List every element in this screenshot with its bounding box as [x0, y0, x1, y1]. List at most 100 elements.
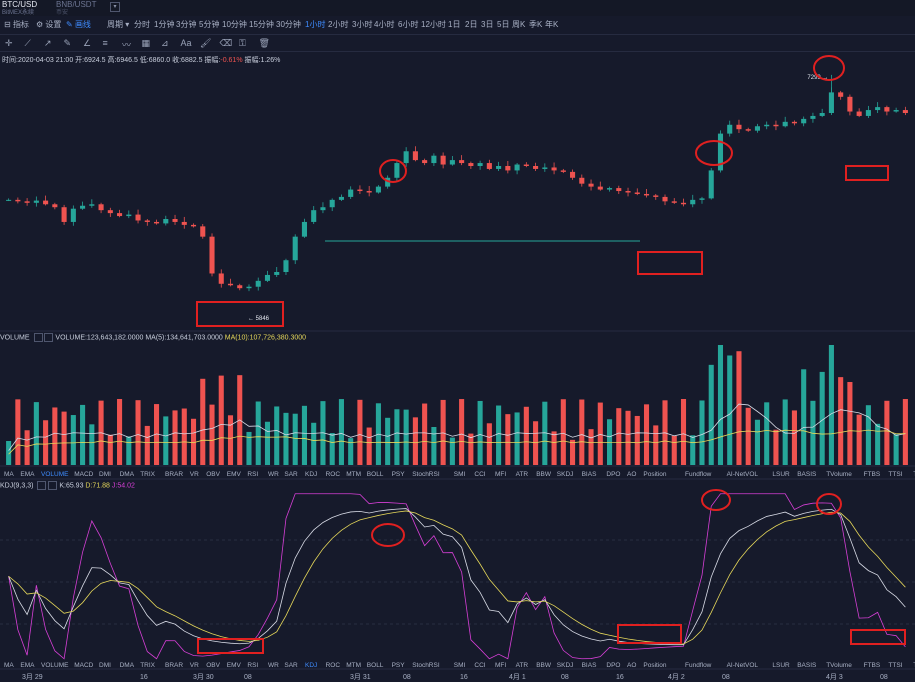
indicator-tab-top-21[interactable]: CCI	[474, 471, 485, 478]
timeframe-tab-4[interactable]: 5分钟	[199, 20, 220, 29]
indicator-tab-top-15[interactable]: ROC	[326, 471, 341, 478]
indicator-tab-top-20[interactable]: SMI	[454, 471, 466, 478]
indicator-tab-bottom-28[interactable]: AO	[627, 662, 636, 669]
indicator-tab-bottom-35[interactable]: FTBS	[864, 662, 881, 669]
indicator-tab-top-5[interactable]: DMA	[120, 471, 135, 478]
indicator-tab-top-13[interactable]: SAR	[284, 471, 298, 478]
indicator-tab-top-2[interactable]: VOLUME	[41, 471, 69, 478]
timeframe-tab-16[interactable]: 3日	[481, 20, 494, 29]
indicator-tab-top-4[interactable]: DMI	[99, 471, 111, 478]
indicator-tab-bottom-12[interactable]: WR	[268, 662, 279, 669]
indicator-tab-bottom-19[interactable]: StochRSI	[412, 662, 440, 669]
indicator-tab-top-14[interactable]: KDJ	[305, 471, 317, 478]
indicator-tab-bottom-18[interactable]: PSY	[392, 662, 406, 669]
lock-icon[interactable]: ⚿	[239, 38, 246, 48]
timeframe-tab-19[interactable]: 季K	[529, 20, 543, 29]
indicator-tab-top-35[interactable]: FTBS	[864, 471, 881, 478]
indicator-tab-bottom-27[interactable]: DPO	[606, 662, 620, 669]
volume-close-icon[interactable]	[44, 333, 54, 342]
indicator-tab-bottom-20[interactable]: SMI	[454, 662, 466, 669]
indicator-tab-top-31[interactable]: AI-NetVOL	[727, 471, 759, 478]
indicator-tab-top-22[interactable]: MFI	[495, 471, 506, 478]
timeframe-tab-8[interactable]: 1小时	[305, 20, 326, 29]
indicator-tab-bottom-33[interactable]: BASIS	[797, 662, 817, 669]
trash-icon[interactable]: 🗑	[258, 38, 270, 48]
timeframe-tab-2[interactable]: 1分钟	[154, 20, 175, 29]
draw-button[interactable]: ✎ 画线	[66, 19, 91, 30]
timeframe-tab-7[interactable]: 30分钟	[276, 20, 301, 29]
indicator-tab-top-16[interactable]: MTM	[346, 471, 361, 478]
pair-dropdown-icon[interactable]: ▾	[110, 2, 120, 12]
indicator-tab-top-32[interactable]: LSUR	[772, 471, 790, 478]
indicator-tab-bottom-34[interactable]: TVolume	[826, 662, 852, 669]
timeframe-tab-10[interactable]: 3小时	[352, 20, 373, 29]
indicator-tab-bottom-37[interactable]: TTMU	[913, 662, 915, 669]
indicator-tab-top-37[interactable]: TTMU	[913, 471, 915, 478]
indicator-tab-top-27[interactable]: DPO	[606, 471, 620, 478]
indicator-tab-top-0[interactable]: MA	[4, 471, 14, 478]
indicator-tab-top-8[interactable]: VR	[190, 471, 199, 478]
indicator-tab-bottom-11[interactable]: RSI	[247, 662, 258, 669]
indicator-tab-bottom-2[interactable]: VOLUME	[41, 662, 69, 669]
timeframe-tab-20[interactable]: 年K	[545, 20, 559, 29]
indicator-tab-bottom-1[interactable]: EMA	[20, 662, 35, 669]
indicator-tab-top-11[interactable]: RSI	[247, 471, 258, 478]
indicator-tab-bottom-0[interactable]: MA	[4, 662, 14, 669]
indicator-tab-bottom-14[interactable]: KDJ	[305, 662, 317, 669]
indicator-tab-top-6[interactable]: TRIX	[140, 471, 155, 478]
indicator-button[interactable]: ⊟ 指标	[4, 19, 29, 30]
timeframe-tab-5[interactable]: 10分钟	[222, 20, 247, 29]
indicator-tab-top-10[interactable]: EMV	[227, 471, 242, 478]
timeframe-tab-12[interactable]: 6小时	[398, 20, 419, 29]
indicator-tab-bottom-15[interactable]: ROC	[326, 662, 341, 669]
indicator-tab-bottom-7[interactable]: BRAR	[165, 662, 183, 669]
pen-icon[interactable]: ✎	[63, 38, 72, 48]
indicator-tab-bottom-3[interactable]: MACD	[74, 662, 93, 669]
timeframe-tab-6[interactable]: 15分钟	[249, 20, 274, 29]
wave-icon[interactable]: 〰	[122, 40, 132, 50]
ray-icon[interactable]: ↗	[44, 38, 52, 48]
timeframe-tab-3[interactable]: 3分钟	[176, 20, 197, 29]
angle-icon[interactable]: ∠	[83, 38, 92, 48]
indicator-tab-bottom-6[interactable]: TRIX	[140, 662, 155, 669]
timeframe-tab-17[interactable]: 5日	[497, 20, 510, 29]
indicator-tab-bottom-8[interactable]: VR	[190, 662, 199, 669]
timeframe-tab-1[interactable]: 分时	[134, 20, 150, 29]
indicator-tab-top-24[interactable]: BBW	[536, 471, 552, 478]
eraser-icon[interactable]: ⌫	[219, 38, 233, 48]
indicator-tab-bottom-25[interactable]: SKDJ	[557, 662, 574, 669]
indicator-tab-bottom-29[interactable]: Position	[643, 662, 667, 669]
pair2-title[interactable]: BNB/USDT	[56, 0, 97, 9]
indicator-tab-top-7[interactable]: BRAR	[165, 471, 183, 478]
indicator-tab-top-30[interactable]: Fundflow	[685, 471, 712, 478]
indicator-tab-bottom-9[interactable]: OBV	[206, 662, 220, 669]
timeframe-tab-13[interactable]: 12小时	[421, 20, 446, 29]
indicator-tab-bottom-5[interactable]: DMA	[120, 662, 135, 669]
line-icon[interactable]: ⟋	[24, 38, 31, 48]
indicator-tab-bottom-4[interactable]: DMI	[99, 662, 111, 669]
indicator-tab-bottom-16[interactable]: MTM	[346, 662, 361, 669]
timeframe-tab-15[interactable]: 2日	[465, 20, 478, 29]
indicator-tab-top-26[interactable]: BIAS	[582, 471, 597, 478]
indicator-tab-bottom-10[interactable]: EMV	[227, 662, 242, 669]
indicator-tab-top-25[interactable]: SKDJ	[557, 471, 574, 478]
indicator-tab-bottom-23[interactable]: ATR	[516, 662, 529, 669]
indicator-tab-top-17[interactable]: BOLL	[367, 471, 384, 478]
text-icon[interactable]: Aa	[180, 38, 192, 48]
indicator-tab-bottom-24[interactable]: BBW	[536, 662, 552, 669]
volume-settings-icon[interactable]	[33, 333, 43, 342]
indicator-tab-top-9[interactable]: OBV	[206, 471, 220, 478]
indicator-tab-bottom-30[interactable]: Fundflow	[685, 662, 712, 669]
kdj-settings-icon[interactable]	[37, 481, 47, 490]
indicator-tab-top-3[interactable]: MACD	[74, 471, 93, 478]
rect-icon[interactable]: ▦	[141, 38, 151, 48]
indicator-tab-top-18[interactable]: PSY	[392, 471, 406, 478]
indicator-tab-top-23[interactable]: ATR	[516, 471, 529, 478]
timeframe-tab-11[interactable]: 4小时	[374, 20, 395, 29]
pair-title[interactable]: BTC/USD	[2, 0, 38, 9]
measure-icon[interactable]: ⊿	[161, 38, 169, 48]
indicator-tab-bottom-17[interactable]: BOLL	[367, 662, 384, 669]
timeframe-tab-9[interactable]: 2小时	[328, 20, 349, 29]
timeframe-tab-0[interactable]: 周期 ▾	[107, 20, 130, 29]
